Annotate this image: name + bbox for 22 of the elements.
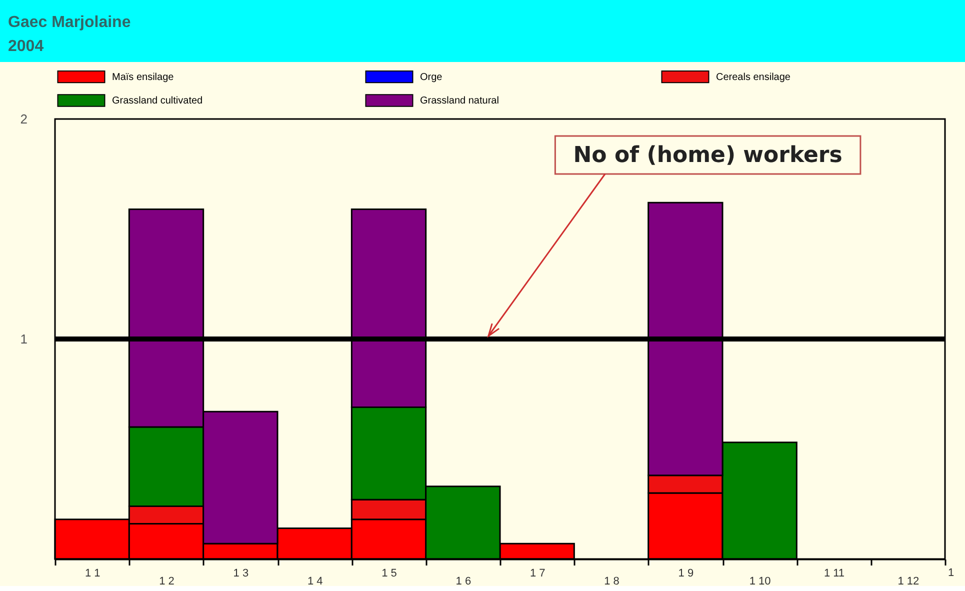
legend-label: Orge xyxy=(420,72,443,83)
x-tick-label: 1 8 xyxy=(604,576,620,588)
text: 1 xyxy=(948,567,954,579)
x-tick-label: 1 3 xyxy=(233,568,249,580)
legend-label: Grassland natural xyxy=(420,96,499,106)
chart-title: Gaec Marjolaine xyxy=(8,14,131,31)
chart-subtitle: 2004 xyxy=(8,38,44,55)
legend-label: Grassland cultivated xyxy=(112,96,203,106)
x-tick-label: 1 11 xyxy=(824,568,845,580)
x-tick-label: 1 2 xyxy=(159,576,174,588)
x-tick-label: 1 1 xyxy=(84,568,100,580)
x-tick-label: 1 6 xyxy=(456,576,472,588)
x-tick-label: 1 5 xyxy=(382,568,397,580)
legend-label: Maïs ensilage xyxy=(112,72,174,83)
x-tick-label: 1 9 xyxy=(678,568,694,580)
x-tick-label: 1 12 xyxy=(898,576,920,588)
legend-label: Cereals ensilage xyxy=(716,72,791,83)
x-tick-label: 1 4 xyxy=(307,576,323,588)
ref-line-label: No of (home) workers xyxy=(573,143,842,168)
x-tick-label: 1 10 xyxy=(749,576,771,588)
x-tick-label: 1 7 xyxy=(530,568,546,580)
y-tick-label: 2 xyxy=(20,112,28,126)
